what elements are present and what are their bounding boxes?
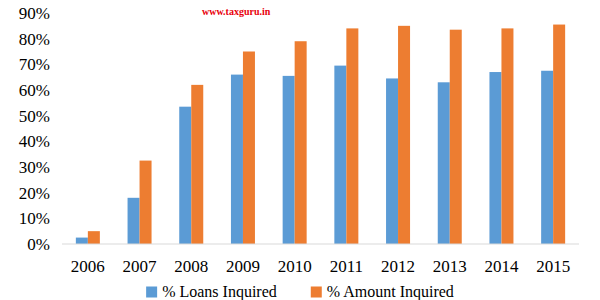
bar [398, 26, 410, 244]
y-tick-label: 0% [27, 235, 50, 254]
legend-swatch [146, 287, 157, 298]
bar [501, 28, 513, 244]
bar [386, 78, 398, 244]
bar [450, 30, 462, 244]
bar [295, 41, 307, 244]
legend-swatch [311, 287, 322, 298]
annotation: www.taxguru.in [202, 6, 271, 17]
bar [489, 72, 501, 244]
x-tick-label: 2009 [226, 257, 260, 276]
bar [76, 238, 88, 244]
x-tick-label: 2010 [278, 257, 312, 276]
y-tick-label: 30% [19, 158, 50, 177]
x-tick-label: 2012 [381, 257, 415, 276]
bar [140, 161, 152, 244]
y-tick-label: 10% [19, 209, 50, 228]
bars [76, 25, 565, 244]
bar [283, 76, 295, 244]
bar [128, 198, 140, 244]
x-tick-label: 2014 [484, 257, 519, 276]
bar [438, 82, 450, 244]
bar [541, 71, 553, 244]
x-tick-label: 2015 [536, 257, 570, 276]
y-tick-label: 90% [19, 4, 50, 23]
bar [346, 28, 358, 244]
bar [553, 25, 565, 244]
bar [191, 85, 203, 244]
x-tick-label: 2011 [330, 257, 363, 276]
legend-label: % Amount Inquired [327, 283, 454, 300]
y-tick-label: 60% [19, 81, 50, 100]
bar [179, 107, 191, 244]
legend-label: % Loans Inquired [162, 283, 277, 300]
x-tick-label: 2013 [433, 257, 467, 276]
bar [88, 231, 100, 244]
y-tick-label: 70% [19, 55, 50, 74]
bar [243, 52, 255, 245]
x-axis-line [62, 244, 579, 245]
bar [231, 75, 243, 244]
x-tick-label: 2008 [174, 257, 208, 276]
chart: 0% 10% 20% 30% 40% 50% 60% 70% 80% 90% 2006 2007 200… [0, 0, 600, 300]
y-tick-label: 20% [19, 184, 50, 203]
y-tick-label: 40% [19, 132, 50, 151]
y-tick-label: 50% [19, 107, 50, 126]
y-tick-label: 80% [19, 30, 50, 49]
legend: % Loans Inquired % Amount Inquired [146, 283, 454, 300]
x-tick-label: 2006 [71, 257, 105, 276]
bar [334, 66, 346, 244]
x-tick-label: 2007 [123, 257, 158, 276]
